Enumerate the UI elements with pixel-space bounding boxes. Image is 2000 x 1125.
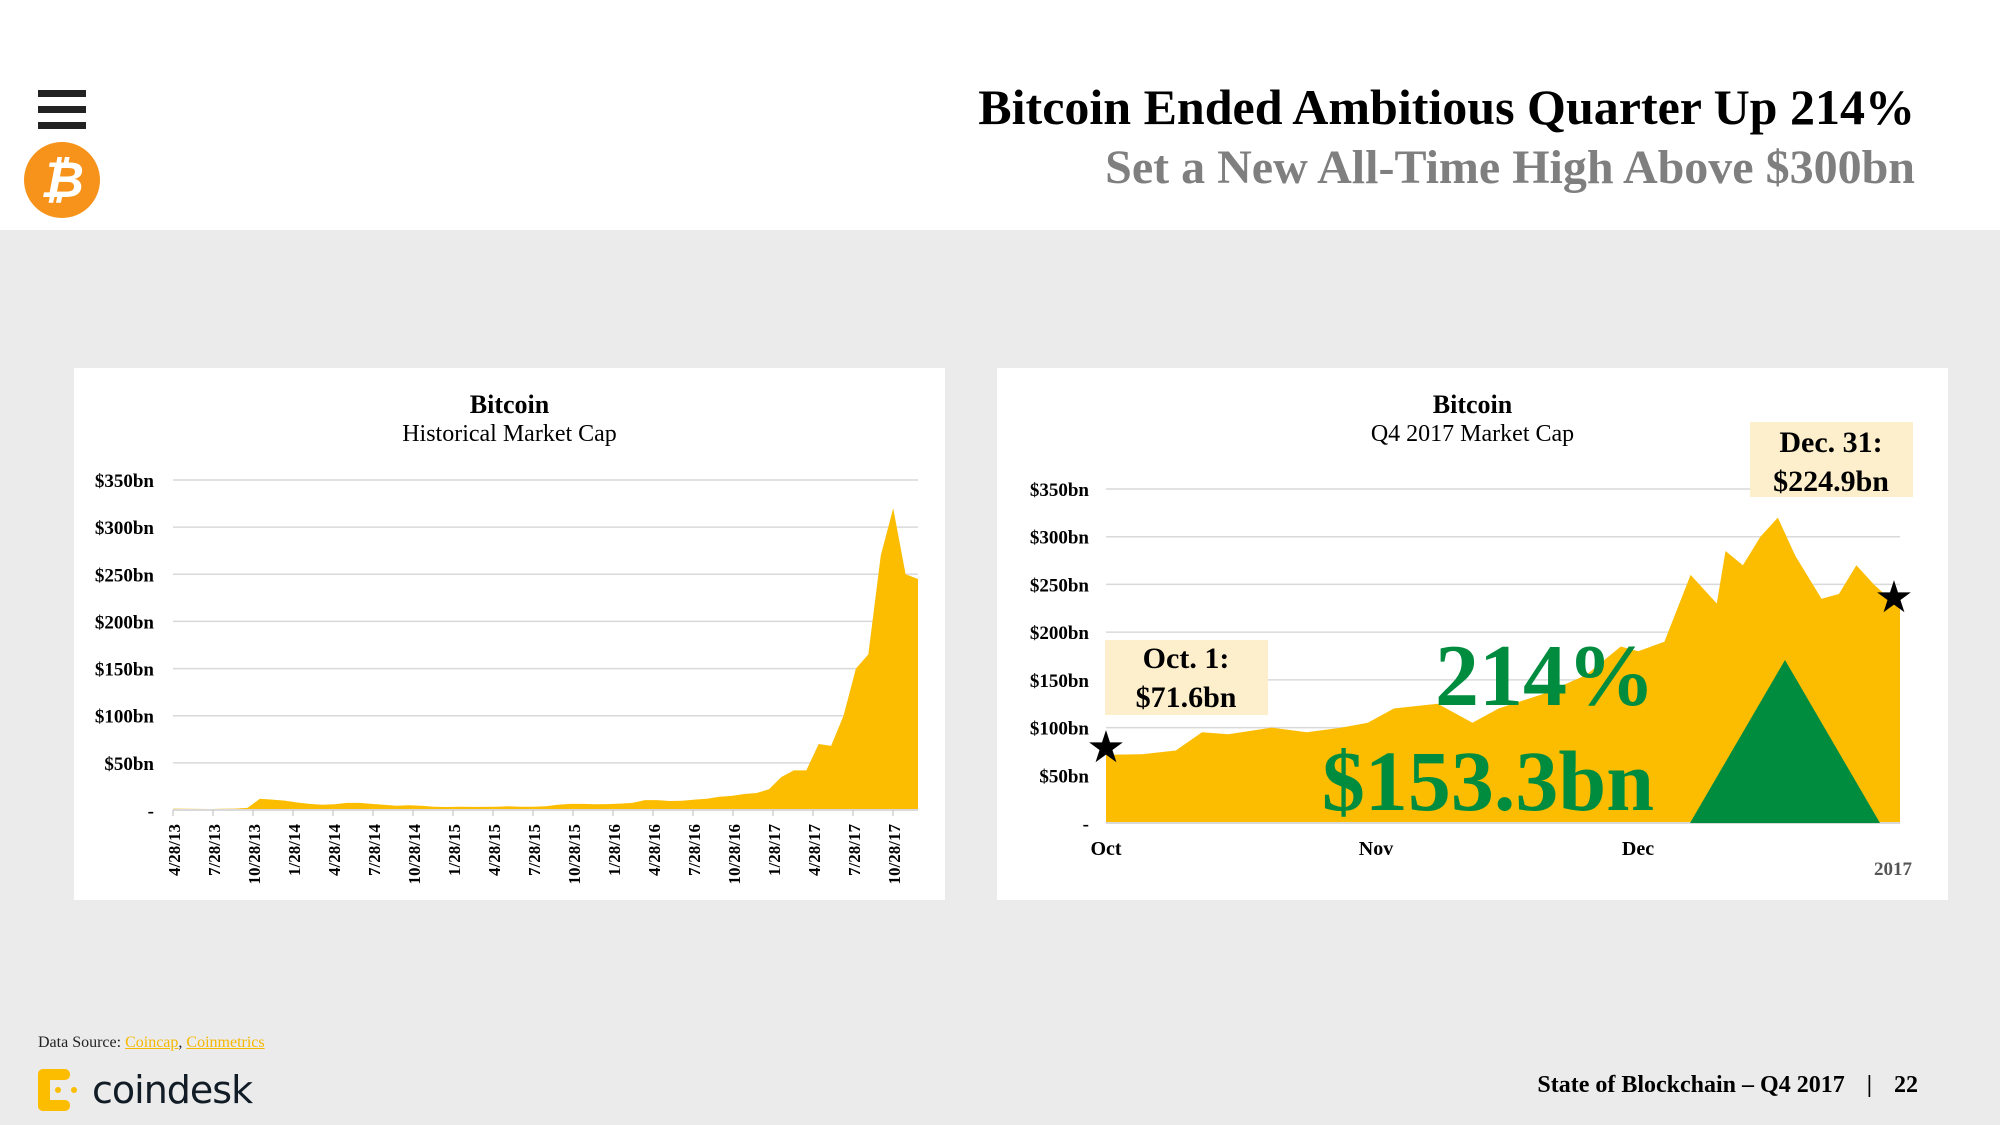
x-tick-label: Oct — [1090, 838, 1121, 860]
footer-report: State of Blockchain – Q4 2017 | 22 — [1537, 1072, 1918, 1099]
change-value: $153.3bn — [1322, 733, 1654, 829]
y-tick-label: $250bn — [95, 565, 155, 586]
y-tick-label: $350bn — [95, 471, 155, 492]
x-tick-label: 1/28/15 — [445, 824, 464, 876]
market-cap-area — [173, 508, 918, 810]
x-tick-label: 4/28/16 — [645, 824, 664, 876]
star-icon: ★ — [1874, 573, 1913, 622]
hamburger-icon[interactable] — [38, 90, 86, 138]
change-percent: 214% — [1435, 628, 1655, 725]
y-tick-label: $300bn — [95, 518, 155, 539]
start-annotation-value: $71.6bn — [1136, 681, 1237, 714]
y-tick-label: $50bn — [104, 754, 154, 775]
historical-chart-panel: Bitcoin Historical Market Cap — [74, 368, 945, 900]
separator: | — [1866, 1072, 1872, 1098]
y-tick-label: $150bn — [95, 660, 155, 681]
chart-title: Bitcoin — [1432, 390, 1513, 419]
source-link-coincap[interactable]: Coincap — [125, 1034, 179, 1051]
source-link-coinmetrics[interactable]: Coinmetrics — [186, 1034, 265, 1051]
page-number: 22 — [1894, 1072, 1918, 1098]
bitcoin-icon: ₿ — [24, 142, 100, 218]
up-triangle-icon — [1690, 660, 1880, 823]
x-tick-label: 1/28/16 — [605, 824, 624, 876]
x-tick-label: Nov — [1359, 838, 1393, 860]
y-tick-label: $50bn — [1039, 766, 1089, 787]
x-tick-label: 10/28/17 — [885, 824, 904, 885]
y-tick-label: - — [1083, 814, 1089, 835]
x-tick-label: 7/28/17 — [845, 824, 864, 876]
coindesk-logo: coindesk — [38, 1068, 253, 1112]
source-label: Data Source: — [38, 1034, 122, 1051]
x-tick-label: 10/28/14 — [405, 824, 424, 885]
coindesk-logo-icon — [38, 1069, 77, 1111]
y-tick-label: $300bn — [1030, 528, 1090, 549]
x-tick-label: 1/28/17 — [765, 824, 784, 876]
start-annotation-box — [1105, 640, 1268, 715]
end-annotation-value: $224.9bn — [1773, 465, 1889, 498]
chart-title: Bitcoin — [469, 390, 550, 419]
y-tick-label: $100bn — [1030, 719, 1090, 740]
x-tick-label: Dec — [1622, 838, 1654, 860]
page-subtitle: Set a New All-Time High Above $300bn — [1105, 141, 1915, 194]
y-tick-label: $150bn — [1030, 671, 1090, 692]
x-tick-label: 1/28/14 — [285, 824, 304, 876]
report-title: State of Blockchain – Q4 2017 — [1537, 1072, 1845, 1098]
chart-subtitle: Historical Market Cap — [402, 421, 617, 447]
page-title: Bitcoin Ended Ambitious Quarter Up 214% — [978, 79, 1915, 135]
x-tick-label: 10/28/13 — [245, 824, 264, 884]
x-tick-label: 7/28/14 — [365, 824, 384, 876]
star-icon: ★ — [1086, 723, 1125, 772]
y-tick-label: - — [148, 801, 154, 822]
y-tick-label: $100bn — [95, 707, 155, 728]
x-tick-label: 7/28/16 — [685, 824, 704, 876]
x-tick-label: 4/28/14 — [325, 824, 344, 876]
x-tick-label: 4/28/15 — [485, 824, 504, 876]
end-annotation-label: Dec. 31: — [1779, 426, 1882, 459]
x-tick-label: 7/28/15 — [525, 824, 544, 876]
x-tick-label: 10/28/16 — [725, 824, 744, 884]
end-annotation-box — [1750, 422, 1913, 497]
x-tick-label: 7/28/13 — [205, 824, 224, 876]
data-source: Data Source: Coincap, Coinmetrics — [38, 1034, 265, 1051]
chart-subtitle: Q4 2017 Market Cap — [1370, 421, 1575, 447]
year-label: 2017 — [1874, 859, 1913, 880]
y-tick-label: $350bn — [1030, 480, 1090, 501]
y-tick-label: $200bn — [1030, 623, 1090, 644]
x-tick-label: 10/28/15 — [565, 824, 584, 884]
y-tick-label: $250bn — [1030, 575, 1090, 596]
market-cap-area — [1106, 517, 1900, 823]
start-annotation-label: Oct. 1: — [1143, 642, 1230, 675]
y-tick-label: $200bn — [95, 612, 155, 633]
brand-name: coindesk — [92, 1068, 253, 1112]
x-tick-label: 4/28/17 — [805, 824, 824, 876]
x-tick-label: 4/28/13 — [165, 824, 184, 876]
header: ₿ Bitcoin Ended Ambitious Quarter Up 214… — [0, 0, 2000, 230]
